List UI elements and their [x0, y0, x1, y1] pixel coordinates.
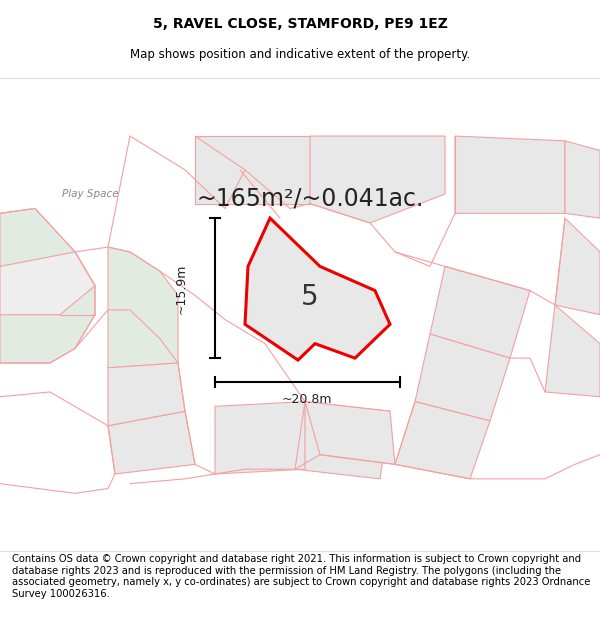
Text: Play Space: Play Space	[62, 189, 118, 199]
Text: ~20.8m: ~20.8m	[282, 393, 332, 406]
Polygon shape	[430, 266, 530, 358]
Polygon shape	[108, 411, 195, 474]
Polygon shape	[310, 136, 445, 223]
Polygon shape	[270, 271, 390, 344]
Polygon shape	[305, 402, 395, 464]
Polygon shape	[555, 218, 600, 315]
Polygon shape	[108, 247, 178, 368]
Text: Map shows position and indicative extent of the property.: Map shows position and indicative extent…	[130, 48, 470, 61]
Polygon shape	[0, 209, 95, 363]
Polygon shape	[0, 252, 95, 315]
Text: ~165m²/~0.041ac.: ~165m²/~0.041ac.	[196, 187, 424, 211]
Polygon shape	[245, 218, 390, 360]
Polygon shape	[295, 402, 390, 479]
Polygon shape	[108, 363, 185, 426]
Text: 5: 5	[301, 283, 319, 311]
Text: Contains OS data © Crown copyright and database right 2021. This information is : Contains OS data © Crown copyright and d…	[12, 554, 590, 599]
Polygon shape	[455, 136, 565, 213]
Polygon shape	[215, 402, 305, 474]
Polygon shape	[395, 402, 490, 479]
Polygon shape	[415, 334, 510, 421]
Polygon shape	[565, 141, 600, 218]
Text: ~15.9m: ~15.9m	[175, 263, 187, 314]
Text: 5, RAVEL CLOSE, STAMFORD, PE9 1EZ: 5, RAVEL CLOSE, STAMFORD, PE9 1EZ	[152, 17, 448, 31]
Polygon shape	[545, 305, 600, 397]
Polygon shape	[195, 136, 310, 204]
